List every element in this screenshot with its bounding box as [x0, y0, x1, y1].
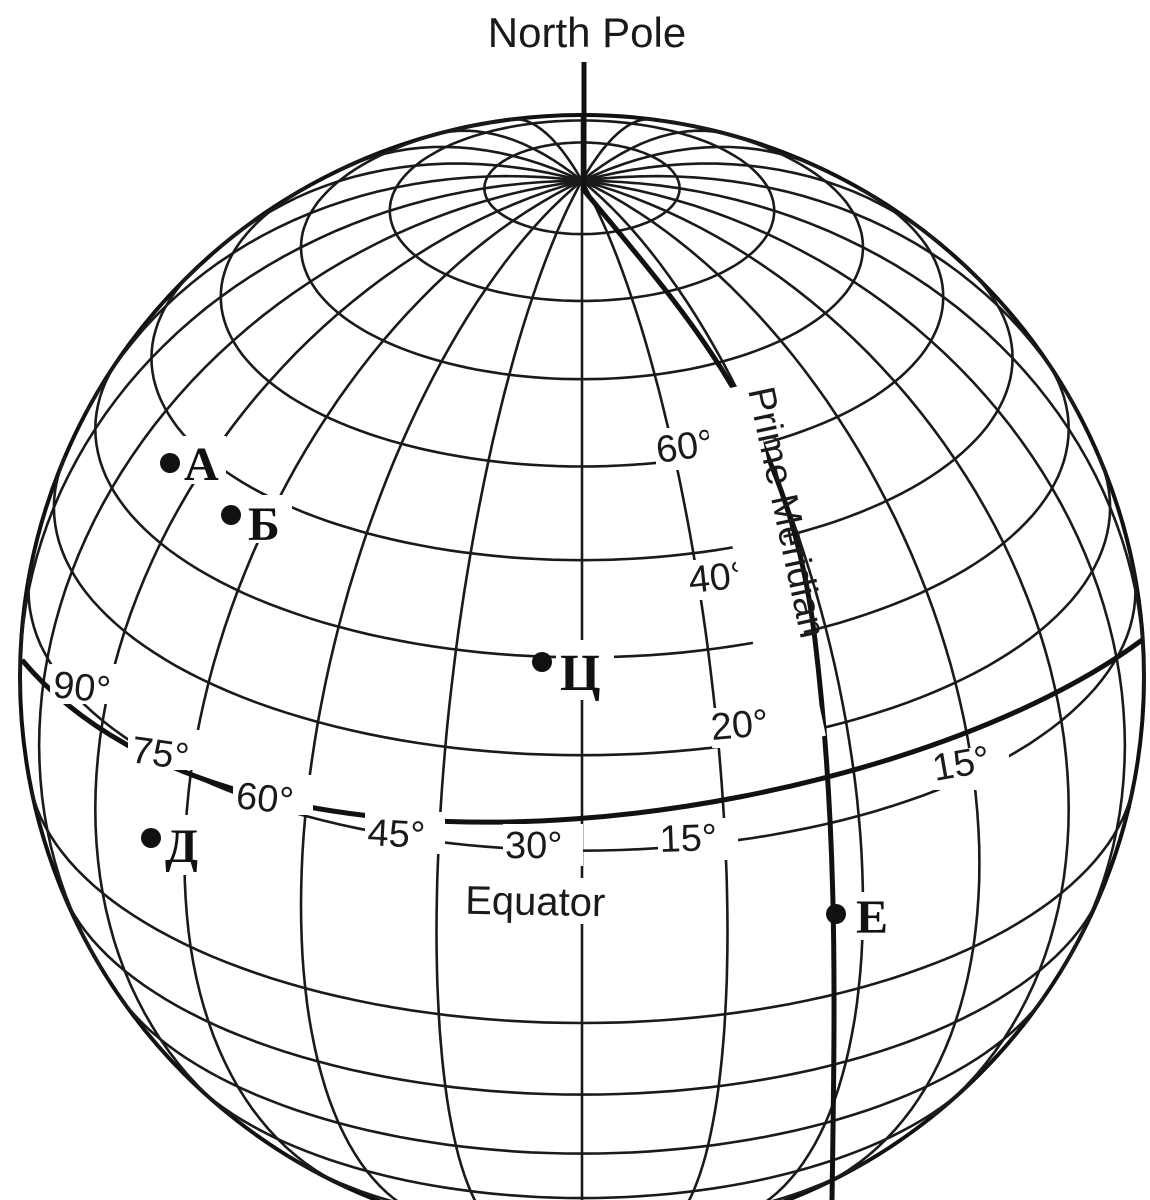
meridian-line: [581, 162, 945, 248]
meridian-line: [581, 179, 1071, 1118]
longitude-label-15-east: 15°: [929, 739, 993, 790]
point-ts: Ц: [532, 640, 614, 702]
prime-meridian-line: [580, 186, 837, 1200]
point-b-dot: [221, 505, 241, 525]
longitude-label-45: 45°: [367, 812, 427, 857]
north-pole-label: North Pole: [488, 9, 686, 56]
longitude-lines: [18, 115, 1146, 1200]
point-e: Е: [826, 891, 902, 944]
point-e-label: Е: [856, 891, 888, 944]
meridian-line: [435, 180, 584, 1200]
point-ts-label: Ц: [560, 645, 600, 702]
meridian-line: [219, 162, 583, 248]
longitude-label-15: 15°: [659, 817, 718, 861]
point-d-dot: [141, 828, 161, 848]
meridian-line: [580, 180, 729, 1200]
longitude-label-60: 60°: [234, 775, 296, 823]
meridian-line: [93, 179, 583, 1118]
meridian-line: [581, 179, 1146, 695]
meridian-line: [37, 179, 583, 971]
point-a: А: [160, 436, 226, 491]
meridian-line: [581, 179, 981, 1190]
meridian-line: [581, 129, 732, 182]
point-d-label: Д: [165, 820, 198, 873]
meridian-line: [183, 179, 583, 1190]
meridian-line: [509, 117, 584, 182]
meridian-line: [581, 174, 1080, 414]
meridian-line: [581, 179, 865, 1200]
meridian-line: [432, 129, 583, 182]
meridian-line: [581, 179, 1127, 971]
longitude-label-90: 90°: [51, 664, 113, 712]
meridian-line: [18, 179, 583, 695]
latitude-label-20: 20°: [709, 702, 770, 749]
longitude-label-75: 75°: [129, 729, 192, 779]
latitude-label-60: 60°: [653, 422, 716, 472]
point-e-dot: [826, 904, 846, 924]
meridian-line: [84, 174, 583, 414]
meridian-line: [299, 179, 583, 1200]
point-a-label: А: [184, 438, 219, 491]
longitude-label-30: 30°: [505, 825, 562, 867]
point-b-label: Б: [248, 498, 280, 551]
point-ts-dot: [532, 652, 552, 672]
point-d: Д: [141, 815, 217, 875]
meridian-line: [581, 145, 828, 182]
meridian-line: [580, 117, 655, 182]
point-b: Б: [221, 495, 292, 551]
equator-label: Equator: [465, 879, 606, 925]
parallel-line: [296, 1160, 868, 1200]
meridian-line: [336, 145, 583, 182]
point-a-dot: [160, 453, 180, 473]
